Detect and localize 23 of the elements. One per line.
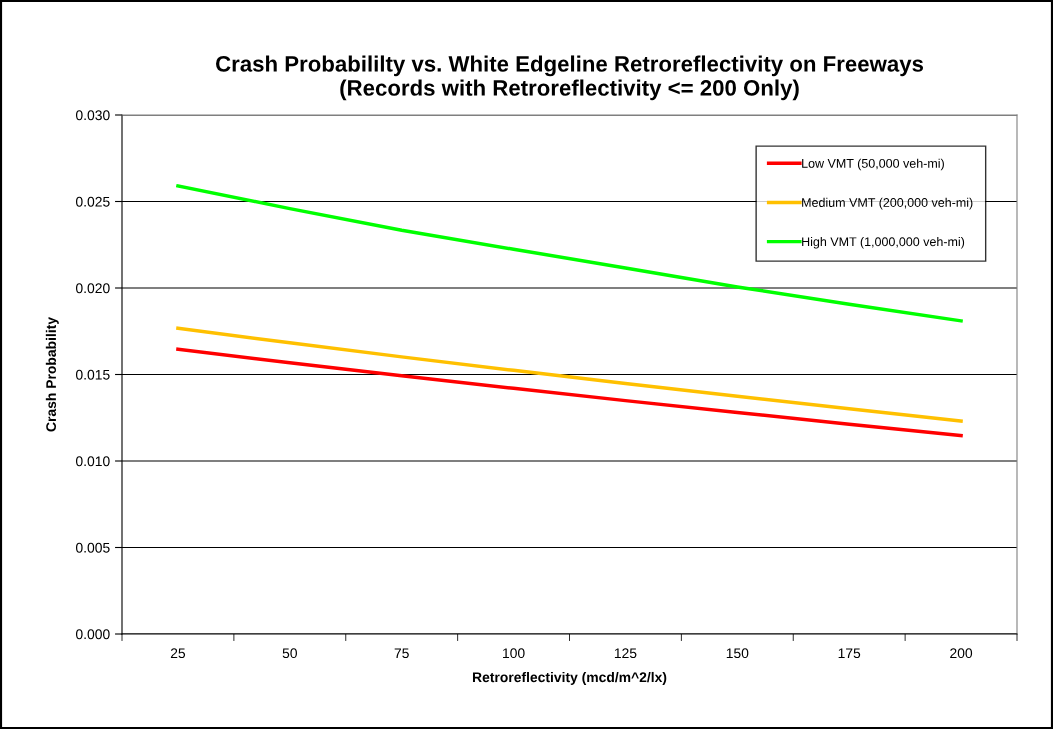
x-tick-label: 75 — [394, 648, 409, 659]
x-axis-title: Retroreflectivity (mcd/m^2/lx) — [472, 671, 667, 685]
y-axis-title: Crash Probability — [45, 317, 59, 432]
line-series — [176, 347, 963, 438]
x-tick-label: 25 — [170, 648, 186, 659]
legend-label: Low VMT (50,000 veh-mi) — [802, 158, 944, 171]
x-tick-label: 200 — [950, 648, 973, 659]
legend-label: Medium VMT (200,000 veh-mi) — [802, 197, 973, 210]
y-tick-label: 0.030 — [75, 110, 110, 121]
x-tick-label: 100 — [503, 648, 525, 659]
y-tick-label: 0.010 — [75, 456, 110, 467]
x-tick-label: 50 — [282, 648, 297, 659]
legend-label: High VMT (1,000,000 veh-mi) — [802, 236, 965, 249]
x-tick-label: 150 — [726, 648, 749, 659]
line-series — [176, 326, 963, 423]
x-tick-label: 175 — [838, 648, 861, 659]
y-tick-label: 0.015 — [75, 369, 110, 380]
y-tick-label: 0.025 — [75, 196, 110, 207]
y-tick-label: 0.005 — [75, 542, 110, 553]
y-tick-label: 0.000 — [75, 629, 110, 640]
chart-title: Crash Probabililty vs. White Edgeline Retroreflectivity on Freeways (Records with Retroreflectivity <= 200 Only) — [216, 55, 924, 101]
x-tick-label: 125 — [614, 648, 637, 659]
y-tick-label: 0.020 — [75, 283, 110, 294]
